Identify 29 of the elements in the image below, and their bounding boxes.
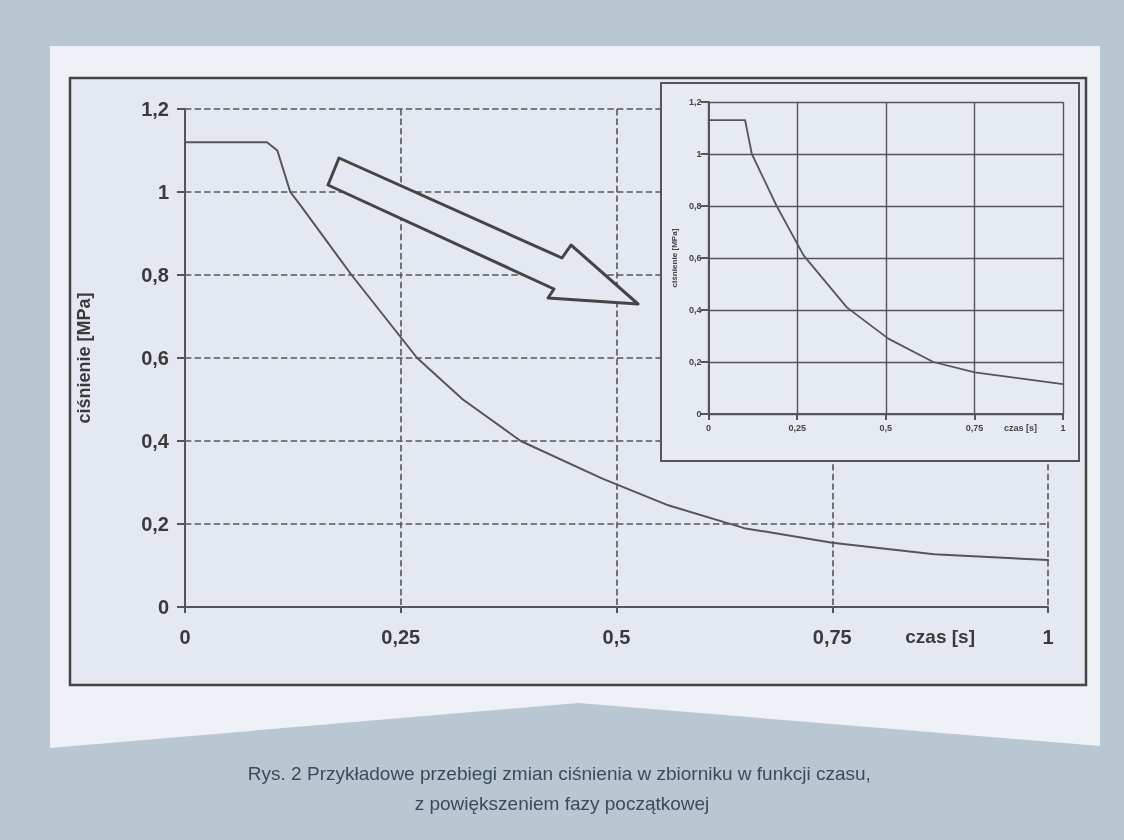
x-tick-label: 0,25 bbox=[381, 626, 421, 648]
y-tick-label: 0,6 bbox=[688, 253, 702, 263]
y-axis-title: ciśnienie [MPa] bbox=[669, 228, 679, 288]
y-tick-label: 0,4 bbox=[141, 430, 170, 452]
y-tick-label: 0,8 bbox=[688, 201, 702, 211]
y-tick-label: 0,8 bbox=[141, 264, 169, 286]
y-tick-label: 1,2 bbox=[141, 98, 169, 120]
y-axis-title: ciśnienie [MPa] bbox=[74, 292, 94, 424]
x-tick-label: 0,5 bbox=[879, 422, 893, 433]
y-tick-label: 0,6 bbox=[141, 347, 169, 369]
text: Rys. 2 Przykładowe przebiegi zmian ciśnienia w zbiorniku w funkcji czasu, z powiększeniem fazy początkowej bbox=[247, 762, 877, 814]
x-tick-label: 1 bbox=[1042, 626, 1054, 648]
y-tick-label: 1,2 bbox=[688, 97, 702, 107]
x-tick-label: 0,25 bbox=[788, 422, 806, 433]
y-tick-label: 0,2 bbox=[141, 513, 169, 535]
x-tick-label: 0,75 bbox=[812, 626, 852, 648]
x-axis-title: czas [s] bbox=[1003, 422, 1037, 433]
y-tick-label: 0 bbox=[157, 596, 169, 618]
x-tick-label: 0,5 bbox=[602, 626, 631, 648]
x-tick-label: 0 bbox=[706, 422, 712, 433]
x-tick-label: 0 bbox=[179, 626, 191, 648]
y-tick-label: 1 bbox=[157, 181, 169, 203]
y-tick-label: 0,4 bbox=[688, 305, 702, 315]
x-tick-label: 0,75 bbox=[965, 422, 984, 433]
y-tick-label: 1 bbox=[696, 149, 702, 159]
x-tick-label: 1 bbox=[1060, 422, 1066, 433]
x-axis-title: czas [s] bbox=[905, 626, 975, 647]
y-tick-label: 0,2 bbox=[688, 357, 702, 367]
y-tick-label: 0 bbox=[696, 409, 702, 419]
